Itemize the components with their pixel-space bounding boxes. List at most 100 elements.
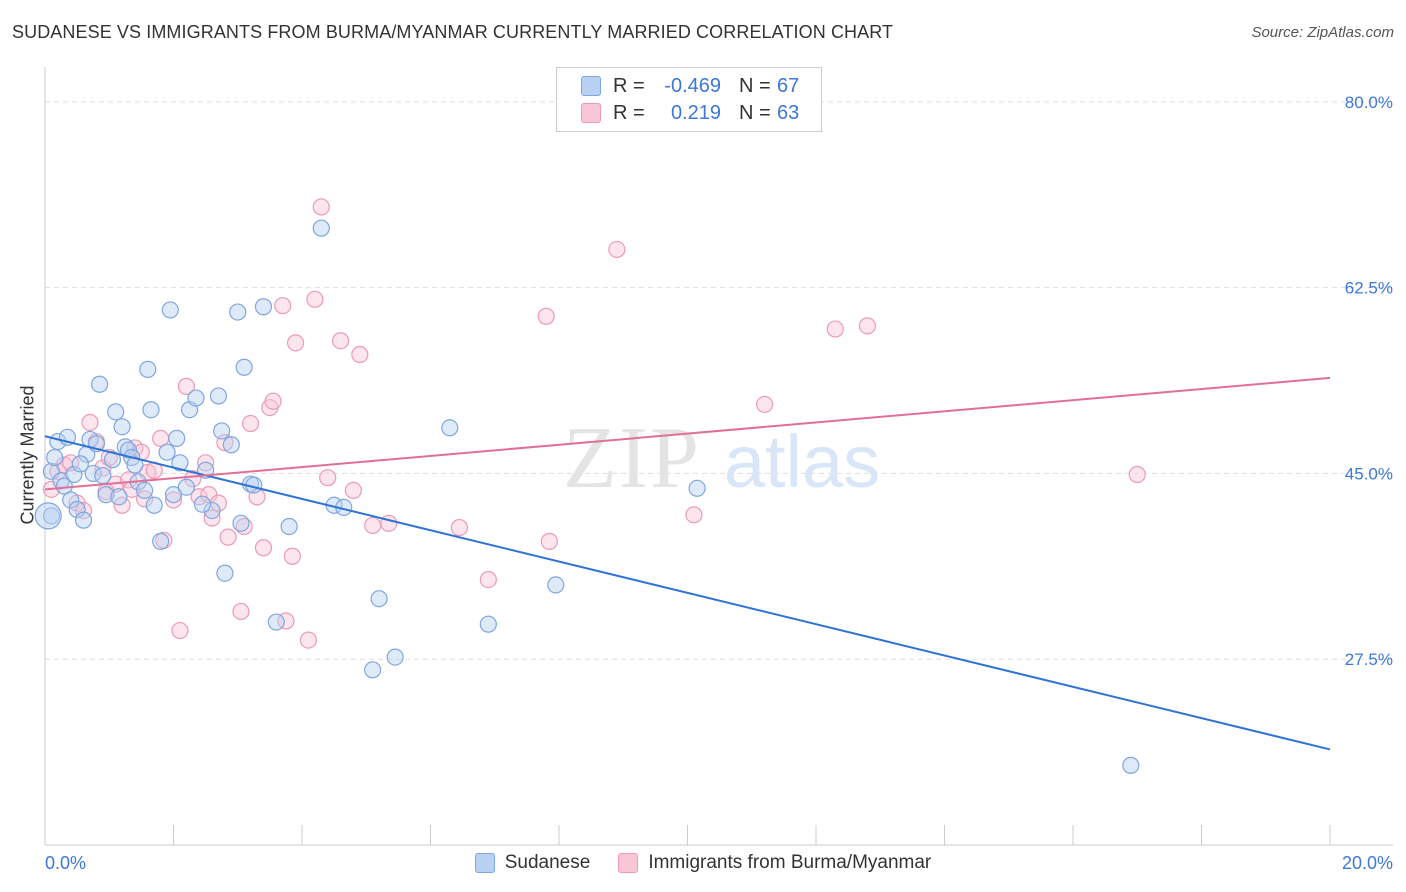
data-point-sudanese [62,491,80,509]
data-point-sudanese [280,517,298,536]
data-point-burma [479,570,497,589]
legend-label-sudanese: Sudanese [504,852,591,873]
data-point-sudanese [142,401,160,419]
legend-r-label: R = [613,74,645,97]
y-tick-label: 45.0% [1345,464,1393,483]
data-point-sudanese [203,501,221,520]
data-point-sudanese [1122,756,1140,774]
data-point-sudanese [139,360,157,378]
data-point-sudanese [65,465,83,484]
legend-item-sudanese: Sudanese [474,852,591,874]
data-point-burma [177,377,195,395]
y-axis-label: Currently Married [17,385,38,525]
data-point-burma [537,307,555,325]
data-point-sudanese [222,436,240,454]
data-point-sudanese [229,303,247,321]
chart-title: SUDANESE VS IMMIGRANTS FROM BURMA/MYANMA… [12,22,894,42]
data-point-sudanese [97,486,115,504]
data-point-burma [274,297,292,315]
data-point-sudanese [688,479,706,497]
data-point-burma [81,413,99,432]
data-point-burma [286,334,305,352]
data-point-sudanese [193,495,212,513]
legend-item-burma: Immigrants from Burma/Myanmar [618,852,931,874]
data-point-burma [184,470,202,488]
data-point-sudanese [364,661,382,679]
legend-n-value: 67 [777,74,800,97]
data-point-burma [264,392,282,410]
data-point-burma [331,332,350,350]
data-point-sudanese [164,486,183,504]
data-point-sudanese [187,389,205,407]
data-point-sudanese [370,590,388,608]
legend-r-value: 0.219 [670,101,721,124]
data-point-burma [450,518,469,537]
data-point-burma [306,290,324,308]
data-point-sudanese [94,466,112,485]
trend-line-sudanese [44,435,1331,751]
series-immigrants-burma-points [42,198,1146,649]
tick-labels: 27.5% 45.0% 62.5% 80.0% 0.0% 20.0% [45,93,1393,873]
legend-swatch-blue [581,76,601,96]
data-point-burma [608,240,626,259]
data-point-sudanese [152,532,170,550]
legend-r-value: -0.469 [664,74,721,97]
data-point-burma [74,501,93,520]
data-point-burma [232,602,250,621]
gridlines [45,101,1393,660]
data-point-sudanese [177,478,195,496]
data-point-sudanese [110,488,128,506]
data-point-burma [364,516,382,535]
data-point-burma [312,198,330,216]
data-point-sudanese [547,576,565,594]
data-point-sudanese [113,418,131,436]
data-point-burma [283,547,301,565]
data-point-sudanese [158,443,176,461]
data-point-sudanese [145,496,163,514]
watermark: ZIP atlas [563,410,880,507]
data-point-sudanese [135,481,154,500]
data-point-burma [1128,465,1146,484]
data-point-sudanese [46,448,64,467]
data-point-sudanese [171,454,189,472]
data-point-sudanese [161,301,179,319]
data-point-burma [344,481,362,500]
data-point-sudanese [267,613,285,631]
data-point-sudanese [235,358,253,376]
data-point-sudanese [34,502,62,530]
data-point-burma [254,539,273,557]
legend-swatch-pink [581,103,601,123]
data-point-burma [235,517,253,536]
trend-lines [44,376,1331,751]
data-point-sudanese [168,429,186,447]
watermark-zip: ZIP [563,410,701,507]
legend-swatch-burma [618,853,639,873]
legend-r-label: R = [613,101,645,124]
data-point-sudanese [71,455,89,473]
data-point-sudanese [312,219,330,237]
x-tick-label: 20.0% [1342,853,1393,873]
legend-row-sudanese: R = -0.469 N = 67 [581,73,799,99]
data-point-sudanese [232,514,250,532]
data-point-burma [540,532,558,550]
data-point-sudanese [68,500,86,519]
data-point-sudanese [254,298,273,316]
data-point-sudanese [216,564,234,582]
data-point-burma [49,462,67,480]
data-point-sudanese [213,422,231,440]
correlation-legend: R = -0.469 N = 67 R = 0.219 N = 63 [556,67,822,132]
data-point-burma [164,491,183,509]
data-point-burma [299,631,318,649]
data-point-sudanese [386,648,404,666]
watermark-atlas: atlas [724,420,880,503]
data-point-burma [219,528,237,546]
source-label: Source: ZipAtlas.com [1251,24,1394,41]
data-point-burma [242,414,260,433]
data-point-sudanese [107,403,125,421]
data-point-sudanese [441,419,459,437]
data-point-burma [755,395,774,414]
data-point-burma [826,320,844,338]
axes [44,67,1393,846]
data-point-sudanese [91,375,109,393]
